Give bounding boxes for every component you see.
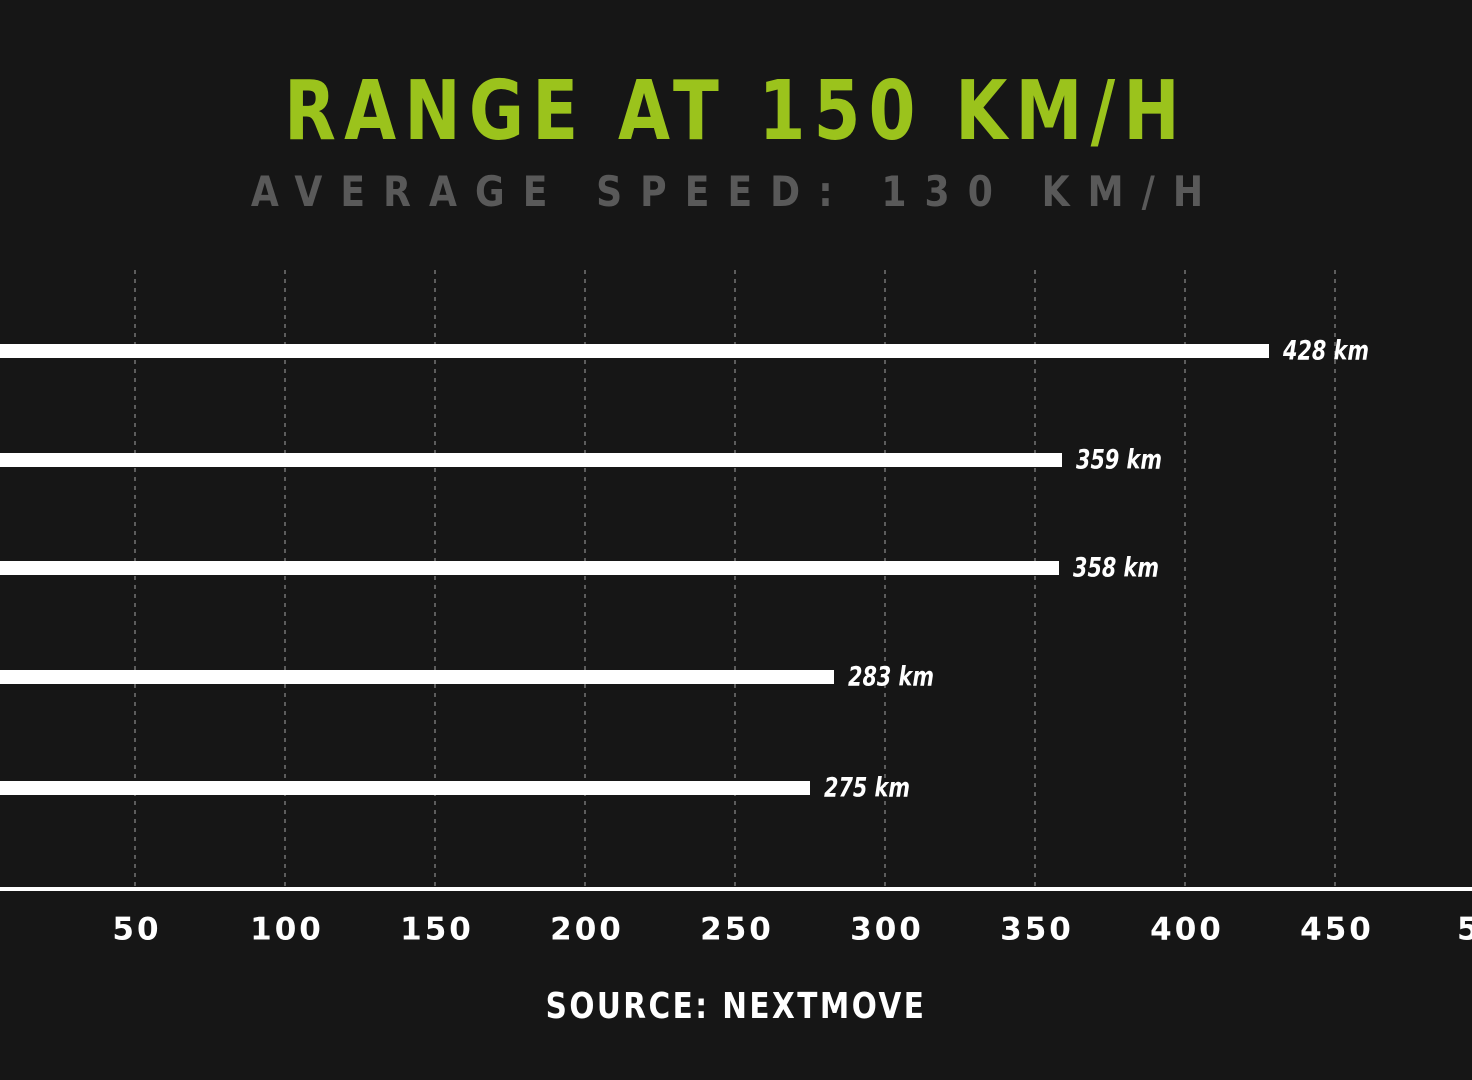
source-note: SOURCE: NEXTMOVE	[545, 986, 927, 1027]
x-axis-ticks: 50 100 150 200 250 300 350 400 450 5	[112, 912, 1472, 948]
bar-3	[0, 561, 1059, 575]
bar-1	[0, 344, 1269, 358]
x-tick-label-350: 350	[1000, 912, 1074, 948]
x-tick-label-300: 300	[850, 912, 924, 948]
bar-value-label-5: 275 km	[824, 773, 910, 804]
x-tick-label-450: 450	[1300, 912, 1374, 948]
bar-5	[0, 781, 810, 795]
x-tick-label-50: 50	[112, 912, 161, 948]
x-tick-label-250: 250	[700, 912, 774, 948]
x-tick-label-100: 100	[250, 912, 324, 948]
value-labels: 428 km 359 km 358 km 283 km 275 km	[824, 336, 1369, 804]
bar-value-label-4: 283 km	[848, 662, 934, 693]
bar-2	[0, 453, 1062, 467]
chart-title: RANGE AT 150 KM/H	[284, 64, 1188, 159]
x-tick-label-200: 200	[550, 912, 624, 948]
bar-value-label-3: 358 km	[1073, 553, 1159, 584]
chart-subtitle: AVERAGE SPEED: 130 KM/H	[250, 167, 1222, 216]
bar-value-label-2: 359 km	[1076, 445, 1162, 476]
x-tick-label-400: 400	[1150, 912, 1224, 948]
x-tick-label-150: 150	[400, 912, 474, 948]
x-tick-label-500: 5	[1457, 912, 1472, 948]
bars	[0, 344, 1269, 795]
bar-value-label-1: 428 km	[1282, 336, 1369, 367]
bar-4	[0, 670, 834, 684]
